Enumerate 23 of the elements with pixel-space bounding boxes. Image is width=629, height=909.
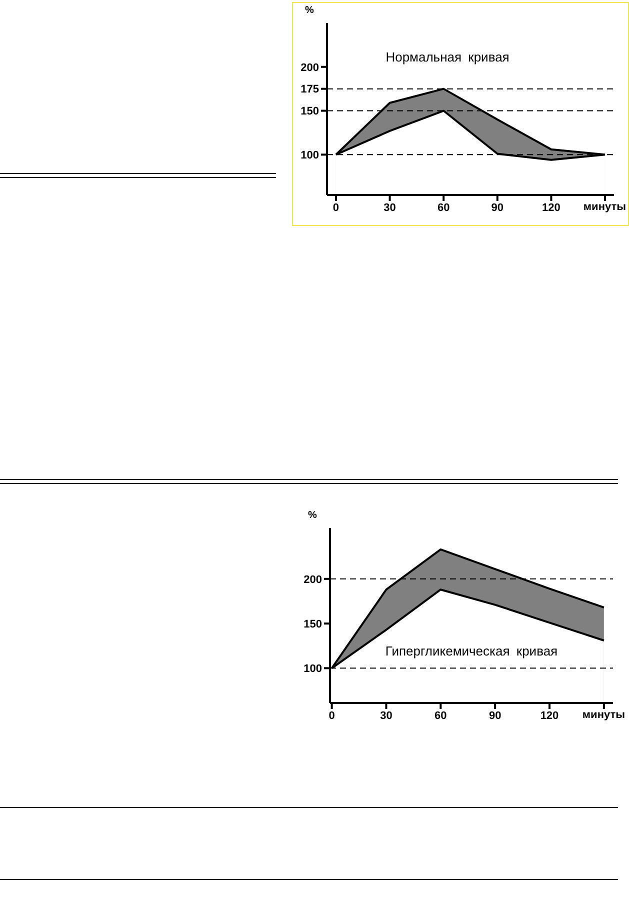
x-tick-label: 90 — [491, 202, 504, 214]
y-tick-label: 175 — [300, 84, 319, 96]
y-axis-title: % — [308, 510, 317, 521]
x-tick-label: 120 — [540, 710, 559, 722]
x-tick-label: 30 — [384, 202, 396, 214]
x-tick-label: 90 — [488, 710, 502, 722]
x-tick-label: 60 — [437, 202, 450, 214]
y-axis-title: % — [305, 5, 314, 16]
x-tick-label: 0 — [332, 202, 340, 214]
y-tick-label: 100 — [300, 150, 319, 162]
y-tick-label: 150 — [300, 106, 319, 118]
y-tick-label: 150 — [304, 618, 322, 630]
x-tick-label: 30 — [380, 710, 392, 722]
y-tick-label: 100 — [304, 663, 322, 676]
x-axis-title: минуты — [582, 709, 625, 721]
x-axis-title: минуты — [583, 201, 626, 213]
y-tick-label: 200 — [300, 62, 319, 74]
text: Гипергликемическая кривая — [385, 643, 558, 658]
text: Нормальная кривая — [386, 50, 510, 65]
x-tick-label: 0 — [328, 710, 335, 722]
y-tick-label: 200 — [304, 574, 322, 586]
x-tick-label: 120 — [542, 202, 560, 214]
x-tick-label: 60 — [434, 710, 447, 722]
